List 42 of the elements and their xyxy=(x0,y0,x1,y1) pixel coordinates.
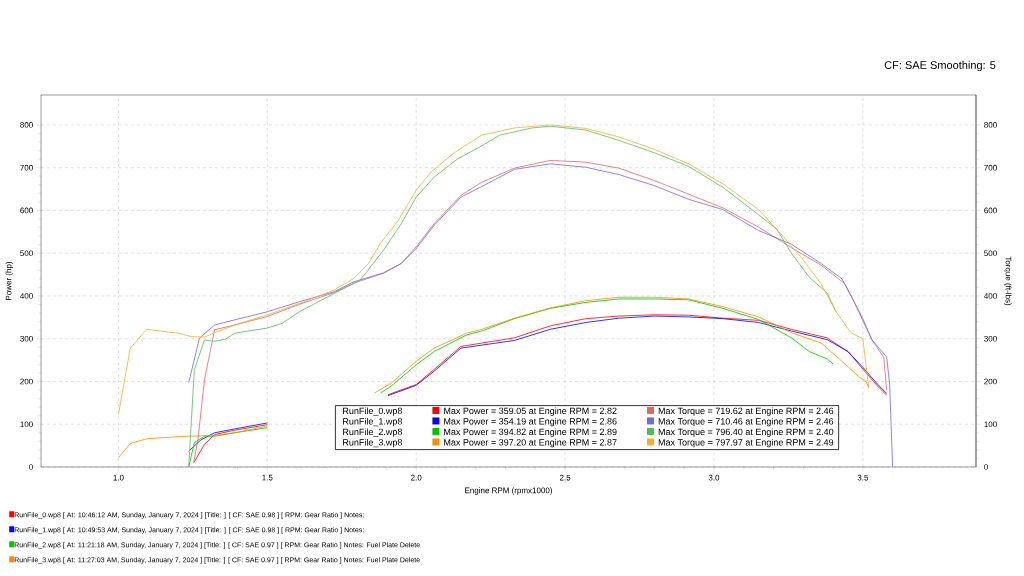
x-tick-label: 1.0 xyxy=(113,474,124,481)
annotation: RunFile_1.wp8 xyxy=(343,417,403,427)
y2-tick-label: 600 xyxy=(984,207,997,214)
y2-tick-label: 400 xyxy=(984,293,997,299)
legend-label: Max Power = 397.20 at Engine RPM = 2.87 xyxy=(444,438,617,448)
line-series xyxy=(188,125,837,467)
line-series xyxy=(118,124,870,415)
legend-label: Max Torque = 719.62 at Engine RPM = 2.46 xyxy=(658,407,834,416)
legend-label: Max Power = 354.19 at Engine RPM = 2.86 xyxy=(444,417,617,427)
y-tick-label: 600 xyxy=(20,207,33,214)
y-tick-label: 0 xyxy=(29,464,33,470)
annotation: RunFile_0.wp8 xyxy=(343,407,403,416)
y2-axis-title: Torque (ft-lbs) xyxy=(1004,256,1012,306)
x-tick-label: 1.5 xyxy=(262,474,273,481)
y-axis-title: Power (hp) xyxy=(5,261,13,300)
chart-subtitle: CF: SAE Smoothing: 5 xyxy=(884,60,996,72)
y2-tick-label: 300 xyxy=(984,335,997,342)
y2-tick-label: 0 xyxy=(984,464,988,470)
y2-tick-label: 200 xyxy=(984,378,997,385)
x-tick-label: 2.0 xyxy=(411,474,422,481)
y2-tick-label: 100 xyxy=(984,421,997,428)
y2-tick-label: 700 xyxy=(984,164,997,171)
annotation: RunFile_2.wp8 xyxy=(343,428,403,437)
y-tick-label: 700 xyxy=(20,164,33,171)
y-tick-label: 300 xyxy=(20,335,33,342)
y2-tick-label: 800 xyxy=(984,122,997,128)
x-tick-label: 2.5 xyxy=(559,474,571,481)
y-tick-label: 400 xyxy=(20,293,33,299)
legend-label: Max Power = 394.82 at Engine RPM = 2.89 xyxy=(444,428,617,437)
y-tick-label: 200 xyxy=(20,378,33,385)
legend-label: Max Power = 359.05 at Engine RPM = 2.82 xyxy=(444,407,617,416)
y-tick-label: 800 xyxy=(20,122,33,128)
y-tick-label: 100 xyxy=(20,421,33,428)
y2-tick-label: 500 xyxy=(984,250,997,257)
x-axis-title: Engine RPM (rpmx1000) xyxy=(465,487,553,495)
legend-label: Max Torque = 710.46 at Engine RPM = 2.46 xyxy=(658,417,834,427)
annotation: RunFile_3.wp8 xyxy=(343,438,403,448)
legend-label: Max Torque = 796.40 at Engine RPM = 2.40 xyxy=(658,428,834,437)
y-tick-label: 500 xyxy=(20,250,33,257)
legend-label: Max Torque = 797.97 at Engine RPM = 2.49 xyxy=(658,438,834,448)
x-tick-label: 3.0 xyxy=(708,474,720,481)
x-tick-label: 3.5 xyxy=(857,474,869,481)
